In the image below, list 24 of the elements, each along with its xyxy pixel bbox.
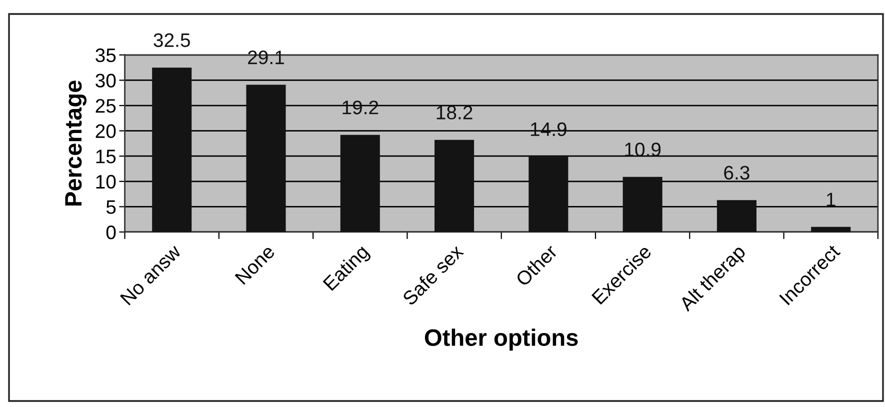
bar: [246, 84, 286, 232]
x-tick-label: Safe sex: [401, 243, 464, 306]
data-label: 6.3: [724, 166, 750, 180]
data-label: 10.9: [625, 142, 661, 156]
data-label: 1: [826, 192, 836, 206]
bar: [434, 140, 474, 232]
data-label: 18.2: [436, 106, 472, 120]
bar: [528, 156, 568, 232]
y-axis-title: Percentage: [65, 80, 86, 206]
y-tick-label: 20: [96, 124, 116, 138]
y-tick-label: 15: [96, 150, 116, 164]
y-tick-label: 5: [106, 200, 116, 214]
bar: [811, 226, 851, 232]
y-tick-label: 10: [96, 174, 116, 189]
y-tick-label: 0: [106, 225, 116, 240]
bar: [716, 200, 756, 232]
y-tick-label: 35: [96, 48, 116, 62]
y-tick-label: 25: [96, 98, 116, 113]
bar: [340, 134, 380, 232]
data-label: 32.5: [154, 33, 190, 48]
y-tick-label: 30: [96, 74, 116, 88]
bar: [622, 176, 662, 232]
bar: [152, 68, 192, 232]
x-axis-title: Other options: [424, 328, 578, 351]
